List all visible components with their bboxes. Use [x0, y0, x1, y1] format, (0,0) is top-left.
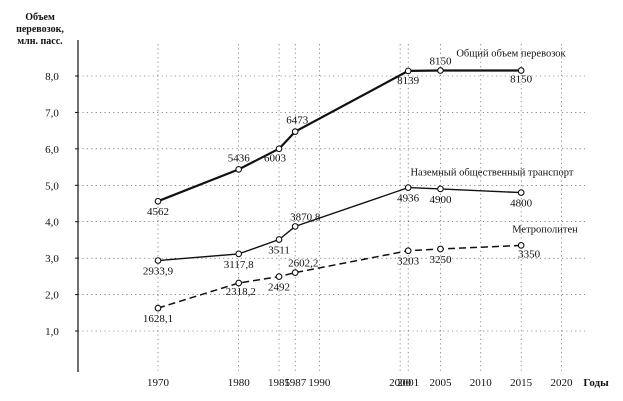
data-label: 3250	[429, 254, 452, 266]
data-label: 1628,1	[143, 313, 173, 325]
data-point	[404, 67, 412, 75]
axes: 1,0 2,0 3,0 4,0 5,0 6,0 7,0 8,0 1970 1980 19851987…	[45, 40, 609, 389]
data-point	[517, 67, 525, 74]
data-point	[235, 250, 243, 258]
data-point	[291, 223, 299, 230]
data-point	[154, 257, 162, 264]
x-axis-title: Годы	[583, 377, 609, 389]
y-tick-label: 8,0	[45, 71, 59, 83]
y-axis-title-line: Объем	[25, 12, 55, 23]
y-tick-label: 7,0	[45, 107, 59, 119]
data-label: 3350	[518, 248, 541, 260]
data-label: 8139	[397, 75, 420, 87]
data-point	[291, 269, 299, 276]
data-point	[275, 236, 283, 243]
y-tick-label: 4,0	[45, 217, 59, 229]
data-point	[404, 247, 412, 255]
y-tick-label: 3,0	[45, 253, 59, 265]
data-point	[235, 279, 243, 287]
x-tick-label: 1980	[228, 377, 251, 389]
series-name-label: Метрополитен	[512, 224, 578, 235]
data-label: 2933,9	[143, 266, 174, 278]
y-tick-label: 1,0	[45, 326, 59, 338]
y-axis-title-line: млн. пасс.	[17, 36, 63, 47]
labels: 4562 5436 6003 6473 8139 8150 8150 2933,9 3117,8…	[143, 49, 578, 326]
series	[154, 67, 525, 312]
data-point	[291, 128, 299, 135]
data-point	[235, 166, 243, 173]
data-point	[154, 304, 162, 312]
x-tick-label: 2000	[389, 377, 412, 389]
series-name-label: Общий объем перевозок	[456, 49, 566, 60]
data-label: 8150	[429, 56, 452, 68]
data-label: 4900	[429, 194, 452, 206]
x-tick-label: 2001	[397, 377, 419, 389]
data-point	[404, 184, 412, 191]
data-label: 6003	[264, 153, 287, 165]
x-tick-label: 2015	[510, 377, 533, 389]
data-point	[275, 145, 283, 153]
x-tick-label: 2010	[470, 377, 493, 389]
x-tick-label: 1985	[268, 377, 291, 389]
y-tick-label: 5,0	[45, 180, 59, 192]
data-label: 3511	[268, 245, 290, 257]
y-axis-title-line: перевозок,	[16, 24, 64, 35]
data-label: 2318,2	[226, 286, 256, 298]
data-point	[437, 185, 444, 193]
data-point	[517, 189, 525, 196]
data-point	[437, 245, 444, 253]
y-tick-label: 6,0	[45, 144, 59, 156]
data-label: 3203	[397, 256, 420, 268]
series-line-2	[157, 244, 522, 309]
data-point	[154, 197, 162, 205]
data-point	[437, 67, 444, 74]
x-tick-label: 1990	[308, 377, 331, 389]
data-label: 2492	[268, 282, 290, 294]
series-line-0	[157, 69, 522, 203]
data-point	[275, 273, 283, 280]
x-tick-label: 2005	[429, 377, 452, 389]
data-point	[517, 242, 525, 249]
x-tick-label: 1970	[147, 377, 170, 389]
data-label: 8150	[510, 74, 533, 86]
data-label: 3870,8	[290, 211, 321, 223]
series-name-label: Наземный общественный транспорт	[410, 168, 573, 179]
data-label: 4562	[147, 206, 169, 218]
data-label: 5436	[228, 152, 251, 164]
x-tick-label: 2020	[551, 377, 574, 389]
data-label: 3117,8	[224, 259, 254, 271]
data-label: 4936	[397, 193, 420, 205]
data-label: 6473	[286, 115, 309, 127]
grid	[78, 44, 585, 372]
data-label: 4800	[510, 198, 533, 210]
y-tick-label: 2,0	[45, 290, 59, 302]
data-label: 2602,2	[288, 258, 318, 270]
series-line-1	[157, 186, 522, 262]
x-tick-label: 1987	[284, 377, 307, 389]
